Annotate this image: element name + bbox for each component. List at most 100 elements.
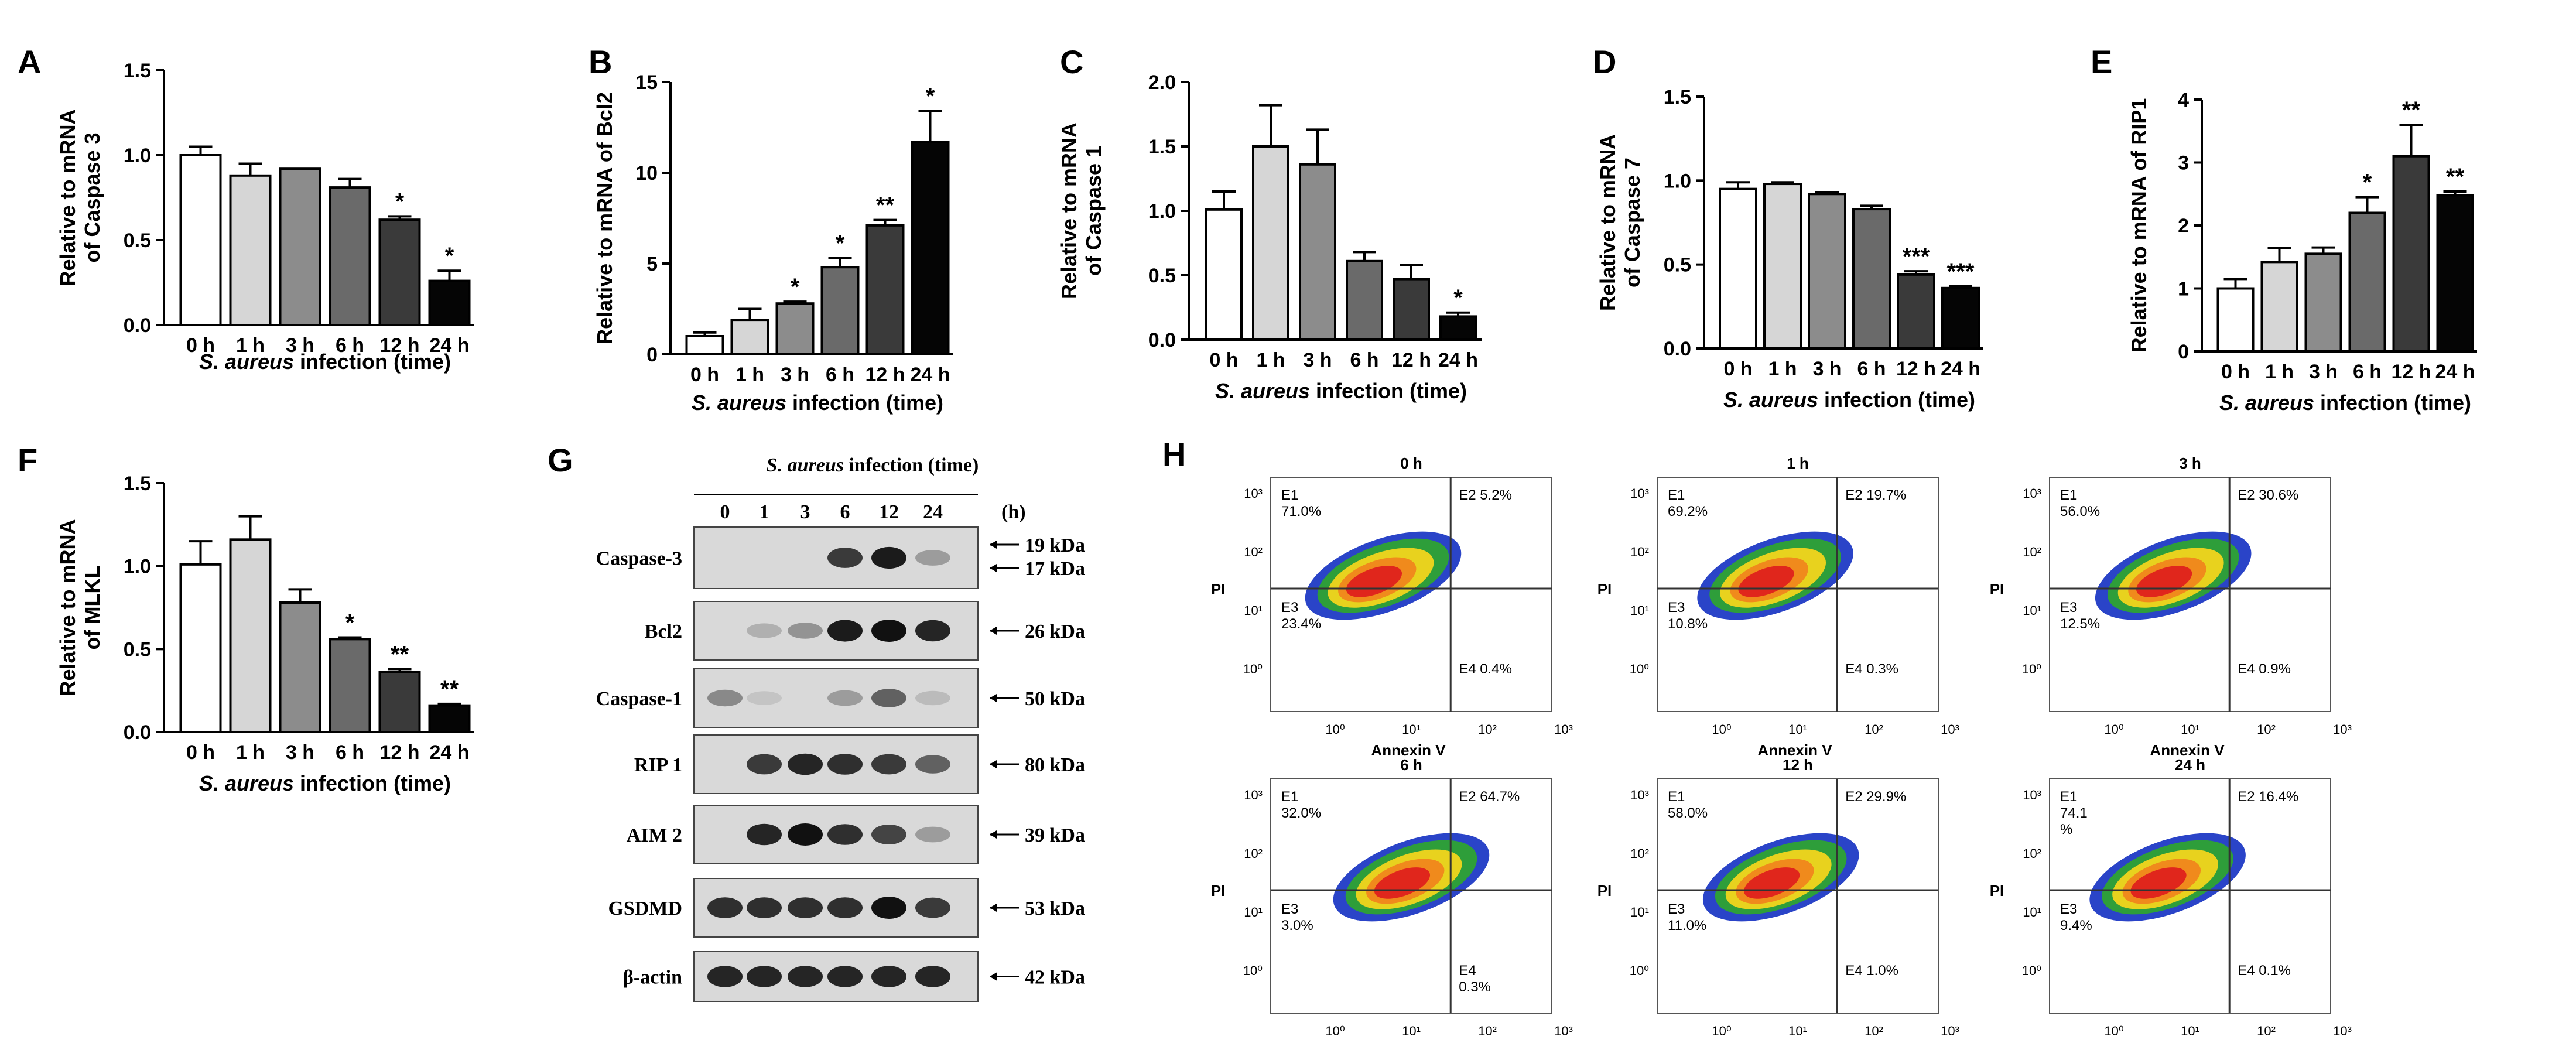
blot-row-label: Bcl2 — [645, 621, 682, 642]
blot-row-label: GSDMD — [608, 898, 682, 919]
x-axis-title-rest: infection (time) — [2314, 391, 2471, 415]
x-axis-title-species: S. aureus — [199, 771, 294, 795]
y-tick-label: 1.5 — [124, 473, 151, 495]
x-axis-title: Annexin V — [2150, 741, 2225, 759]
quadrant-e3-label: 10.8% — [1668, 616, 1708, 632]
y-axis-title-line1: Relative to mRNA of RIP1 — [2127, 98, 2151, 353]
y-tick-label: 0.5 — [124, 230, 151, 252]
quadrant-e4-label: E4 0.9% — [2238, 661, 2291, 677]
x-tick-label: 3 h — [286, 334, 314, 357]
marker-label: 26 kDa — [1025, 621, 1085, 642]
x-tick-label: 0 h — [2221, 361, 2250, 383]
bar — [2216, 287, 2255, 353]
panel-label: E — [2091, 43, 2112, 80]
y-tick-label: 10⁰ — [2022, 963, 2041, 978]
x-tick-label: 1 h — [735, 364, 764, 386]
y-tick-label: 10¹ — [1630, 905, 1649, 919]
blot-band — [827, 690, 863, 706]
x-axis-title-rest: infection (time) — [1310, 379, 1467, 403]
marker-label: 19 kDa — [1025, 535, 1085, 556]
y-tick-label: 0.5 — [124, 638, 151, 661]
y-axis-title: PI — [1211, 580, 1226, 598]
quadrant-e2-label: E2 5.2% — [1459, 487, 1512, 503]
x-tick-label: 12 h — [379, 334, 419, 357]
y-tick-label: 10² — [1630, 545, 1649, 559]
bar — [279, 167, 321, 326]
blot-band — [827, 548, 863, 568]
bar — [279, 601, 321, 733]
y-axis-title: PI — [1597, 882, 1612, 900]
y-tick-label: 10² — [1244, 545, 1263, 559]
blot-band — [871, 546, 906, 569]
x-tick-label: 0 h — [1209, 349, 1238, 371]
y-tick-label: 1.5 — [1664, 86, 1691, 108]
x-axis-title-species: S. aureus — [1215, 379, 1310, 403]
x-axis-title: S. aureus infection (time) — [692, 391, 943, 415]
bar — [378, 218, 421, 327]
x-tick-label: 12 h — [379, 741, 419, 764]
panel-label: H — [1162, 436, 1186, 473]
y-tick-label: 10² — [2023, 545, 2041, 559]
lane-unit: (h) — [1001, 501, 1026, 523]
quadrant-e3-label: 23.4% — [1281, 616, 1321, 632]
y-axis-title-line2: of Caspase 7 — [1620, 158, 1644, 288]
significance-mark: * — [1453, 285, 1463, 311]
blot-band — [915, 755, 950, 774]
bar — [179, 563, 222, 733]
y-axis-title: PI — [1597, 580, 1612, 598]
bar — [428, 704, 471, 733]
x-tick-label: 10⁰ — [1325, 1024, 1345, 1038]
x-tick-label: 12 h — [865, 364, 905, 386]
y-axis-title-line1: Relative to mRNA of Bcl2 — [593, 92, 617, 344]
bar-chart-d: D 0.0 0.5 1.0 1.5 0 h 1 h 3 h 6 h *** 12 h *** 24 h S… — [1593, 43, 1983, 412]
y-tick-label: 10³ — [1244, 788, 1263, 802]
blot-band — [747, 823, 782, 846]
x-tick-label: 24 h — [429, 334, 469, 357]
x-tick-label: 12 h — [2391, 361, 2431, 383]
quadrant-e2-label: E2 16.4% — [2238, 789, 2298, 805]
y-tick-label: 10⁰ — [2022, 662, 2041, 676]
lane-label: 1 — [760, 501, 769, 523]
x-tick-label: 24 h — [910, 364, 950, 386]
flow-plot-title: 6 h — [1400, 756, 1422, 774]
x-tick-label: 1 h — [1768, 358, 1797, 380]
x-axis-title-species: S. aureus — [1723, 388, 1818, 412]
marker-arrowhead — [990, 564, 997, 572]
y-axis-title: Relative to mRNAof MLKL — [56, 519, 104, 696]
y-tick-label: 3 — [2178, 152, 2189, 175]
bar — [1252, 145, 1289, 341]
y-axis-title: Relative to mRNAof Caspase 1 — [1057, 122, 1106, 299]
x-tick-label: 10² — [1865, 722, 1883, 737]
bar — [1897, 273, 1935, 350]
x-tick-label: 1 h — [236, 741, 265, 764]
x-axis-title: Annexin V — [1757, 741, 1832, 759]
blot-band — [871, 825, 906, 844]
panel-label: A — [18, 43, 41, 80]
blot-band — [871, 897, 906, 919]
significance-mark: ** — [391, 641, 409, 667]
panel-label: G — [548, 442, 573, 478]
significance-mark: * — [926, 84, 935, 110]
y-tick-label: 2 — [2178, 215, 2189, 237]
x-axis-title: S. aureus infection (time) — [199, 771, 451, 795]
x-tick-label: 24 h — [429, 741, 469, 764]
bar — [1852, 208, 1891, 350]
bar — [1439, 315, 1477, 341]
y-tick-label: 10⁰ — [1243, 662, 1263, 676]
panel-label: F — [18, 442, 37, 478]
blot-band — [915, 826, 950, 843]
quadrant-e1-label: E1 — [1281, 789, 1298, 805]
bar — [1299, 163, 1336, 341]
quadrant-e2-label: E2 64.7% — [1459, 789, 1520, 805]
x-tick-label: 10³ — [1554, 722, 1573, 737]
marker-label: 50 kDa — [1025, 688, 1085, 710]
bar-chart-f: F 0.0 0.5 1.0 1.5 0 h 1 h 3 h * 6 h ** 12 h ** 24 h S.… — [18, 442, 474, 795]
y-axis-title: Relative to mRNAof Caspase 3 — [56, 109, 104, 286]
x-tick-label: 10⁰ — [1325, 722, 1345, 737]
blot-band — [707, 689, 743, 707]
blot-strip — [693, 668, 979, 728]
